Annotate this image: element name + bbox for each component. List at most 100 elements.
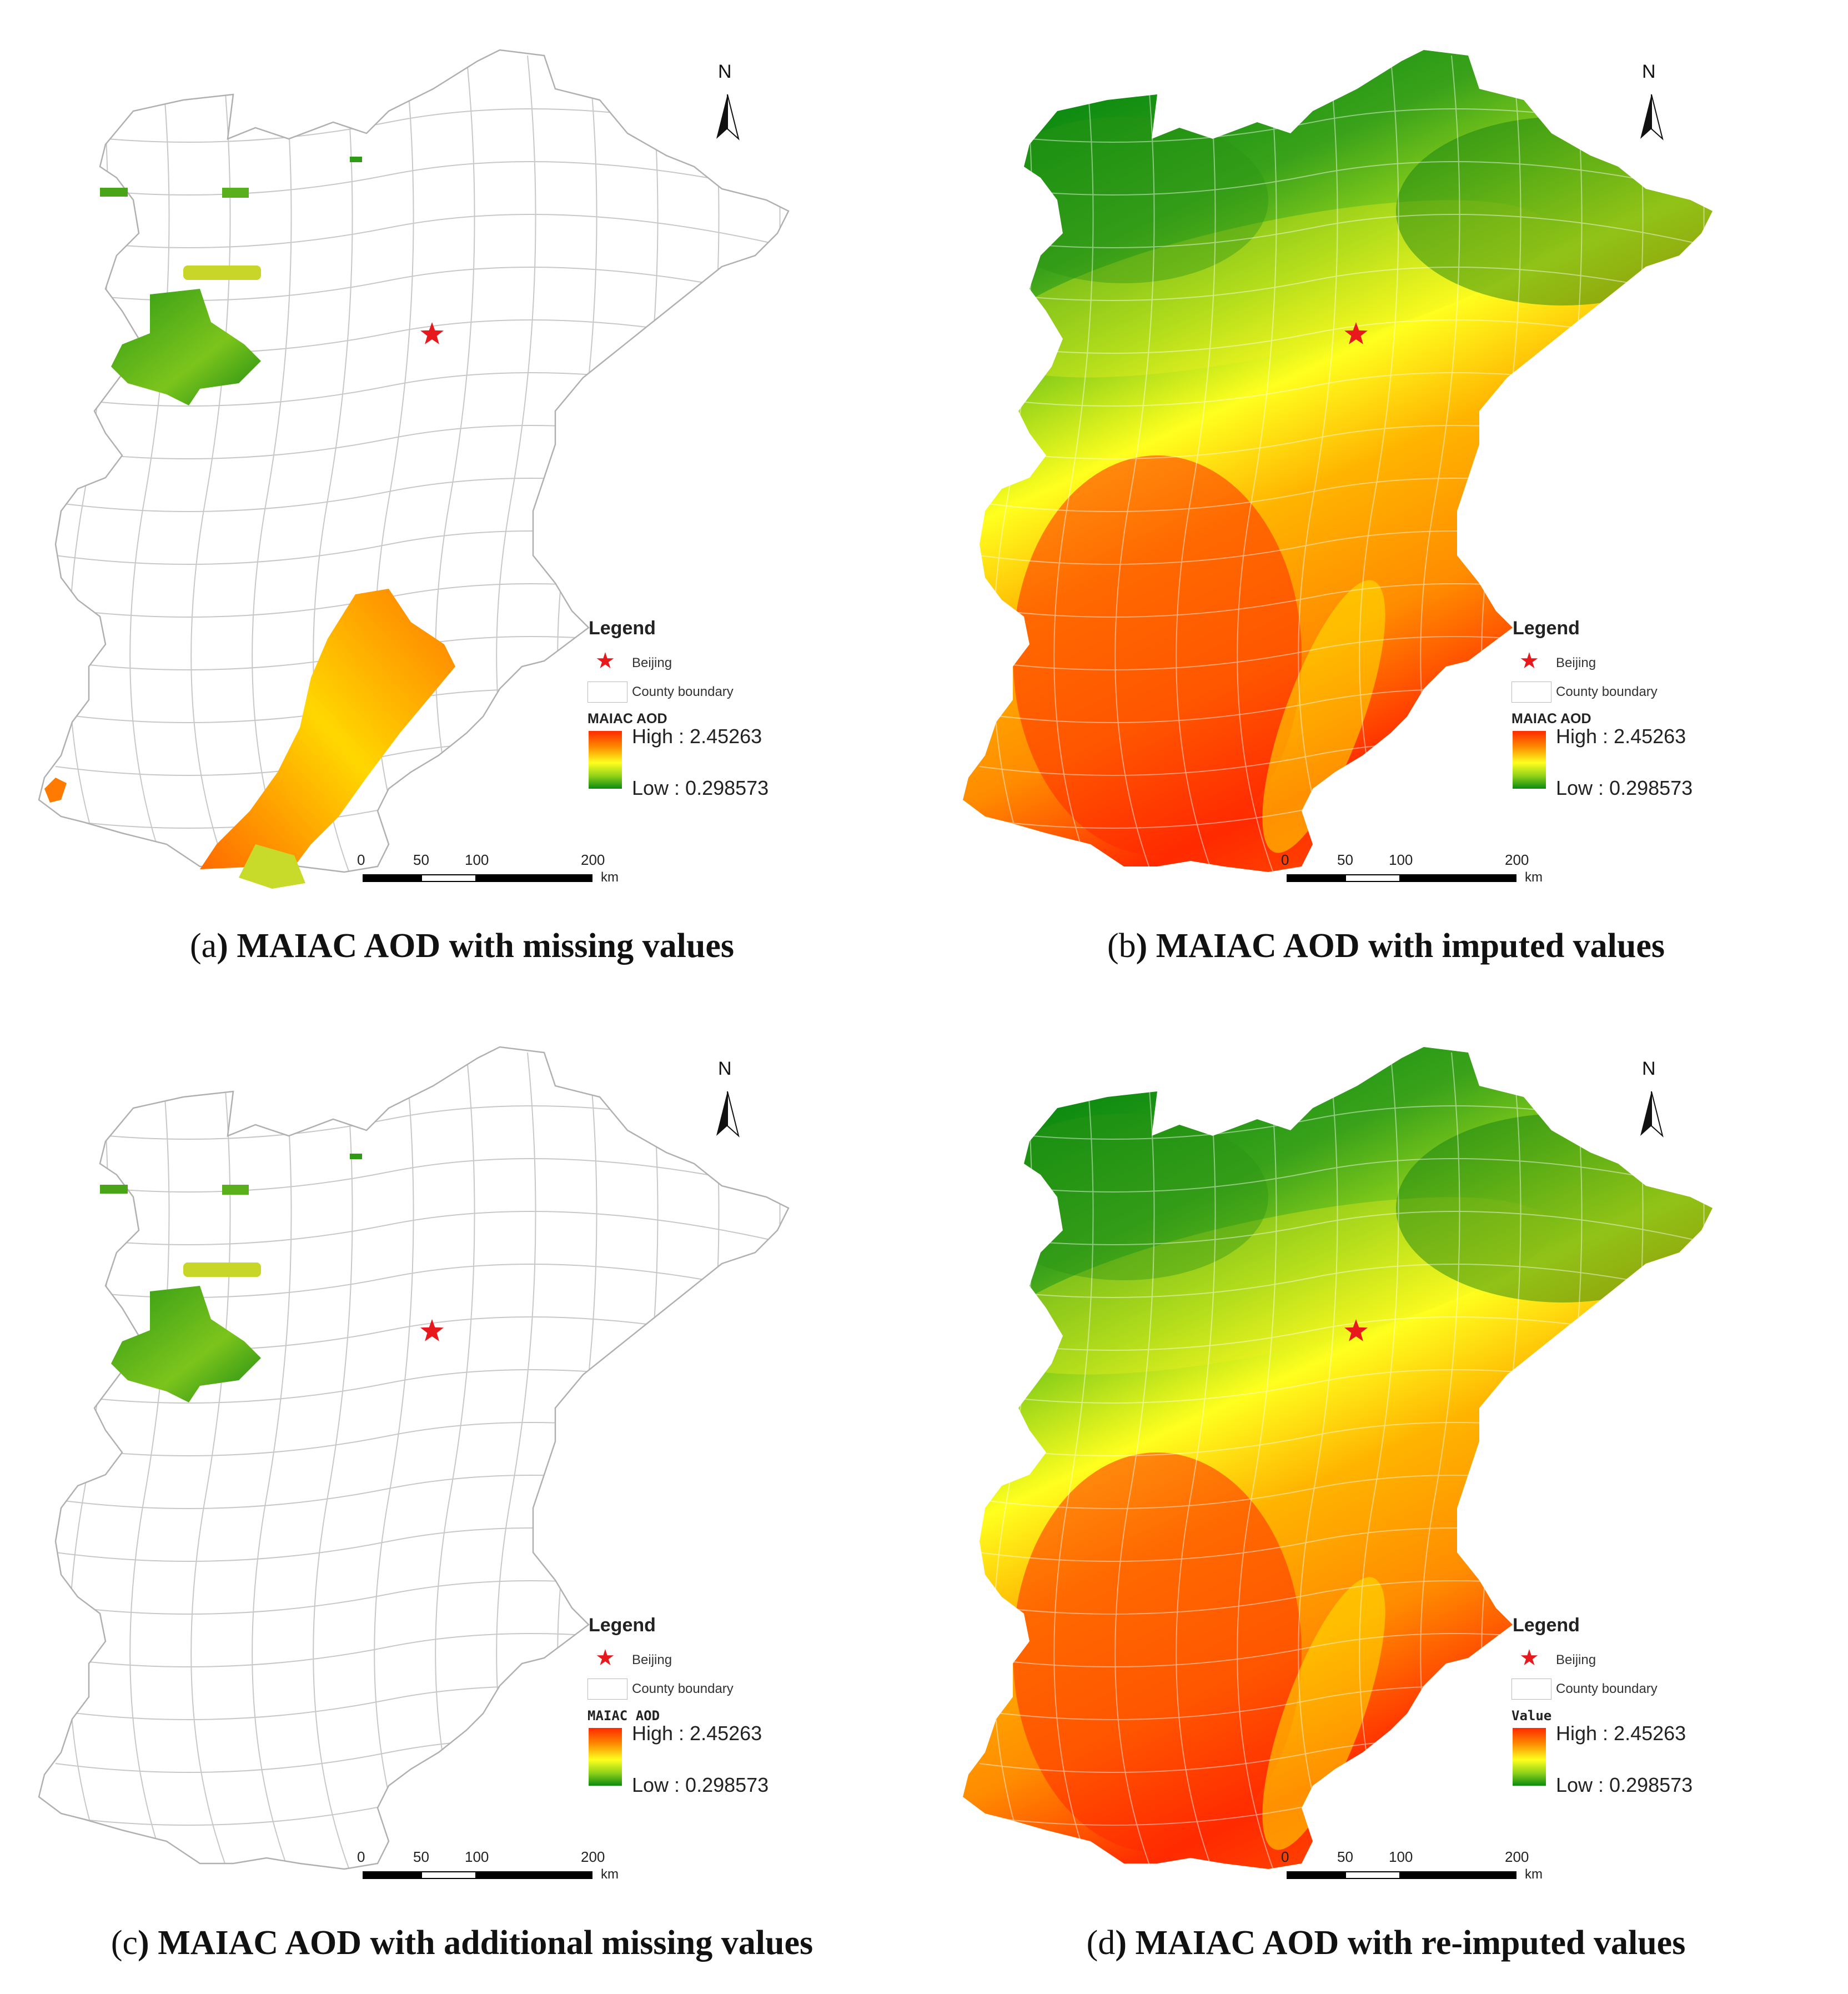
panel-caption: (a) MAIAC AOD with missing values	[190, 927, 734, 965]
scale-label: 0	[357, 851, 365, 868]
legend-color-ramp	[1513, 1728, 1546, 1786]
county-boundaries	[55, 55, 784, 872]
beijing-star-icon	[1344, 1319, 1368, 1341]
scale-label: 50	[1337, 1848, 1353, 1865]
aod-available-patches	[100, 1154, 362, 1402]
legend-title: Legend	[1513, 618, 1580, 639]
scale-segment	[363, 874, 421, 882]
legend-low-label: Low : 0.298573	[632, 776, 769, 799]
legend-color-ramp	[1513, 731, 1546, 789]
legend-star-icon: ★	[1519, 649, 1539, 673]
scale-label: 50	[413, 851, 429, 868]
scale-label: 100	[465, 851, 489, 868]
legend-title: Legend	[589, 1615, 656, 1636]
region-outline	[38, 1046, 790, 1870]
caption-text: MAIAC AOD with missing values	[237, 927, 734, 965]
legend-point-label: Beijing	[632, 1652, 672, 1667]
north-arrow-icon	[1640, 1091, 1664, 1138]
legend-ramp-title: MAIAC AOD	[587, 711, 667, 727]
legend-high-label: High : 2.45263	[632, 725, 762, 748]
legend-polygon-label: County boundary	[632, 684, 734, 699]
county-boundaries	[55, 1052, 784, 1869]
north-arrow-icon	[716, 94, 740, 141]
legend-star-icon: ★	[595, 1646, 615, 1670]
scale-segment	[421, 1871, 476, 1879]
legend-color-ramp	[589, 731, 622, 789]
scale-segment	[1287, 874, 1345, 882]
scale-label: 50	[1337, 851, 1353, 868]
legend-ramp-title: Value	[1511, 1708, 1552, 1724]
scale-segment	[1287, 1871, 1345, 1879]
legend-low-label: Low : 0.298573	[1556, 1773, 1693, 1796]
scale-segment	[1345, 874, 1400, 882]
legend-polygon-label: County boundary	[1556, 684, 1658, 699]
north-label: N	[1642, 1058, 1656, 1079]
legend-polygon-label: County boundary	[632, 1681, 734, 1696]
panel-caption: (d) MAIAC AOD with re-imputed values	[1086, 1924, 1686, 1962]
scale-segment	[476, 874, 592, 882]
legend-color-ramp	[589, 1728, 622, 1786]
legend-polygon-swatch	[1511, 1679, 1551, 1700]
scale-unit: km	[1525, 870, 1543, 885]
legend-point-label: Beijing	[632, 655, 672, 670]
caption-letter: c	[122, 1924, 138, 1962]
scale-segment	[476, 1871, 592, 1879]
map-panel-b: N Legend ★ Beijing County boundary MAIAC AOD H…	[924, 0, 1848, 997]
map-canvas	[963, 1047, 1713, 1869]
scale-unit: km	[601, 1867, 619, 1882]
legend-ramp-title: MAIAC AOD	[1511, 711, 1591, 727]
scale-label: 200	[1505, 851, 1529, 868]
scale-label: 100	[1389, 1848, 1413, 1865]
scale-segment	[363, 1871, 421, 1879]
map-canvas	[963, 50, 1713, 872]
scale-segment	[421, 874, 476, 882]
legend-title: Legend	[1513, 1615, 1580, 1636]
scale-label: 0	[1281, 1848, 1289, 1865]
legend-point-label: Beijing	[1556, 655, 1596, 670]
scale-label: 50	[413, 1848, 429, 1865]
legend-point-label: Beijing	[1556, 1652, 1596, 1667]
scale-label: 100	[1389, 851, 1413, 868]
scale-segment	[1400, 1871, 1516, 1879]
north-label: N	[718, 1058, 732, 1079]
scale-unit: km	[601, 870, 619, 885]
north-label: N	[718, 61, 732, 82]
caption-text: MAIAC AOD with re-imputed values	[1135, 1924, 1686, 1962]
legend-low-label: Low : 0.298573	[632, 1773, 769, 1796]
map-panel-d: N Legend ★ Beijing County boundary Value High …	[924, 997, 1848, 1994]
caption-letter: d	[1098, 1924, 1116, 1962]
map-panel-c: N Legend ★ Beijing County boundary MAIAC AOD H…	[0, 997, 924, 1994]
legend-low-label: Low : 0.298573	[1556, 776, 1693, 799]
beijing-star-icon	[420, 1319, 444, 1341]
scale-label: 0	[1281, 851, 1289, 868]
panel-caption: (c) MAIAC AOD with additional missing va…	[111, 1924, 813, 1962]
legend-star-icon: ★	[595, 649, 615, 673]
scale-segment	[1345, 1871, 1400, 1879]
legend-polygon-swatch	[1511, 682, 1551, 703]
legend-polygon-swatch	[587, 1679, 627, 1700]
legend-high-label: High : 2.45263	[1556, 725, 1686, 748]
caption-text: MAIAC AOD with imputed values	[1156, 927, 1665, 965]
scale-label: 100	[465, 1848, 489, 1865]
north-arrow-icon	[716, 1091, 740, 1138]
scale-segment	[1400, 874, 1516, 882]
caption-letter: a	[201, 927, 217, 965]
map-panel-a: N Legend ★ Beijing County boundary MAIAC AOD H…	[0, 0, 924, 997]
legend-ramp-title: MAIAC AOD	[587, 1708, 660, 1724]
legend-high-label: High : 2.45263	[1556, 1722, 1686, 1745]
map-canvas	[38, 1046, 790, 1870]
scale-unit: km	[1525, 1867, 1543, 1882]
scale-label: 0	[357, 1848, 365, 1865]
legend-title: Legend	[589, 618, 656, 639]
aod-available-patches	[44, 157, 455, 889]
north-arrow-icon	[1640, 94, 1664, 141]
scale-label: 200	[581, 1848, 605, 1865]
beijing-star-icon	[420, 322, 444, 344]
region-outline	[38, 49, 790, 873]
caption-letter: b	[1118, 927, 1136, 965]
legend-polygon-swatch	[587, 682, 627, 703]
scale-label: 200	[1505, 1848, 1529, 1865]
legend-high-label: High : 2.45263	[632, 1722, 762, 1745]
panel-caption: (b) MAIAC AOD with imputed values	[1107, 927, 1665, 965]
scale-label: 200	[581, 851, 605, 868]
